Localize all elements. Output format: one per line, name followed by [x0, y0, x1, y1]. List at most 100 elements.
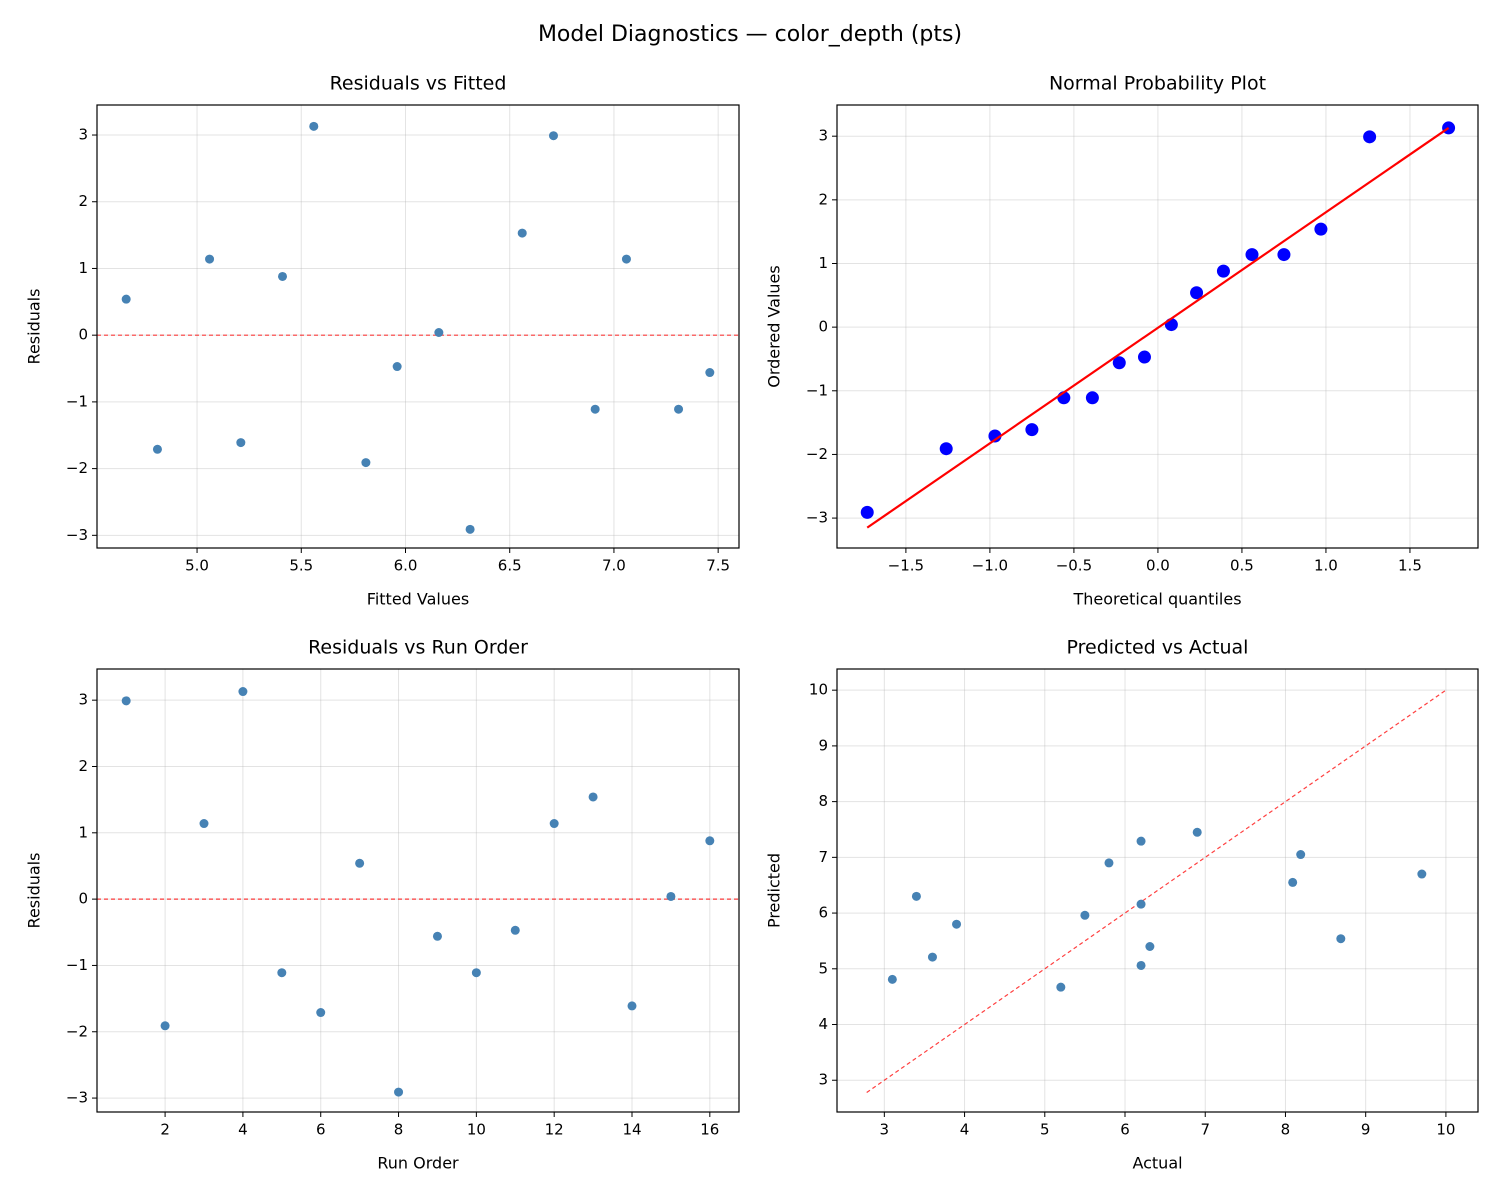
y-tick-label: 0 [818, 318, 828, 336]
x-axis-label: Theoretical quantiles [1072, 590, 1241, 609]
y-tick-label: 2 [818, 190, 828, 208]
y-tick-label: 3 [818, 1071, 828, 1089]
point [927, 952, 937, 962]
y-axis-label: Predicted [765, 853, 784, 928]
x-tick-label: 6 [316, 1121, 326, 1139]
point [361, 458, 371, 468]
y-tick-label: 3 [818, 127, 828, 145]
x-tick-label: 0.5 [1230, 557, 1254, 575]
x-axis-label: Run Order [377, 1154, 459, 1173]
point [1056, 982, 1066, 992]
y-axis-label: Residuals [25, 853, 44, 929]
x-tick-label: 8 [1281, 1121, 1291, 1139]
point [432, 931, 442, 941]
y-tick-label: 3 [78, 691, 88, 709]
point [1277, 248, 1291, 262]
x-tick-label: 6.0 [394, 557, 418, 575]
x-axis-label: Actual [1132, 1154, 1182, 1173]
y-tick-label: −3 [66, 1089, 88, 1107]
x-tick-label: 14 [622, 1121, 641, 1139]
point [394, 1087, 404, 1097]
point [1137, 350, 1151, 364]
point [238, 687, 248, 697]
x-tick-label: 5.5 [289, 557, 313, 575]
point [1192, 827, 1202, 837]
y-tick-label: 0 [78, 890, 88, 908]
x-tick-label: 2 [160, 1121, 170, 1139]
point [1136, 899, 1146, 909]
point [674, 404, 684, 414]
point [627, 1001, 637, 1011]
point [392, 362, 402, 372]
x-tick-label: −0.5 [1056, 557, 1092, 575]
point [590, 404, 600, 414]
x-tick-label: 1.5 [1398, 557, 1422, 575]
x-tick-label: 7 [1200, 1121, 1210, 1139]
point [309, 121, 319, 131]
point [588, 792, 598, 802]
subplot-title: Residuals vs Fitted [330, 73, 507, 95]
point [939, 442, 953, 456]
y-tick-label: −3 [66, 526, 88, 544]
y-tick-label: 3 [78, 126, 88, 144]
y-axis-label: Ordered Values [765, 265, 784, 387]
point [1245, 248, 1259, 262]
point [860, 505, 874, 519]
point [121, 294, 131, 304]
fit-line [866, 127, 1450, 529]
y-tick-label: 10 [809, 681, 828, 699]
point [517, 228, 527, 238]
subplot-title: Normal Probability Plot [1049, 73, 1266, 95]
point [160, 1021, 170, 1031]
point [1314, 222, 1328, 236]
axes-frame [836, 104, 1479, 549]
y-axis-label: Residuals [25, 289, 44, 365]
point [911, 891, 921, 901]
point [199, 819, 209, 829]
point [1112, 356, 1126, 370]
x-tick-label: 3 [880, 1121, 890, 1139]
axes-frame [96, 668, 740, 1113]
y-tick-label: 6 [818, 904, 828, 922]
y-tick-label: 0 [78, 326, 88, 344]
y-tick-label: −2 [66, 1022, 88, 1040]
x-tick-label: 4 [960, 1121, 970, 1139]
figure-title: Model Diagnostics — color_depth (pts) [538, 22, 962, 47]
point [205, 254, 215, 264]
axes-frame [96, 104, 740, 549]
x-tick-label: 8 [394, 1121, 404, 1139]
point [1216, 264, 1230, 278]
x-tick-label: 5 [1040, 1121, 1050, 1139]
y-tick-label: 1 [78, 823, 88, 841]
subplot-title: Residuals vs Run Order [308, 637, 528, 659]
y-tick-label: −2 [806, 445, 828, 463]
point [549, 819, 559, 829]
y-tick-label: 5 [818, 959, 828, 977]
point [510, 925, 520, 935]
y-tick-label: 1 [78, 259, 88, 277]
x-tick-label: −1.5 [888, 557, 924, 575]
point [1025, 423, 1039, 437]
point [121, 696, 131, 706]
y-tick-label: −2 [66, 459, 88, 477]
x-tick-label: 10 [467, 1121, 486, 1139]
x-axis-label: Fitted Values [367, 590, 469, 609]
point [1442, 121, 1456, 135]
y-tick-label: −3 [806, 509, 828, 527]
x-tick-label: 7.5 [706, 557, 730, 575]
y-tick-label: −1 [806, 381, 828, 399]
point [1080, 910, 1090, 920]
y-tick-label: 7 [818, 848, 828, 866]
point [1164, 318, 1178, 332]
point [1296, 850, 1306, 860]
point [355, 858, 365, 868]
x-tick-label: 4 [238, 1121, 248, 1139]
y-tick-label: 9 [818, 736, 828, 754]
x-tick-label: 6 [1120, 1121, 1130, 1139]
point [1136, 836, 1146, 846]
point [1145, 942, 1155, 952]
point [952, 919, 962, 929]
point [236, 438, 246, 448]
